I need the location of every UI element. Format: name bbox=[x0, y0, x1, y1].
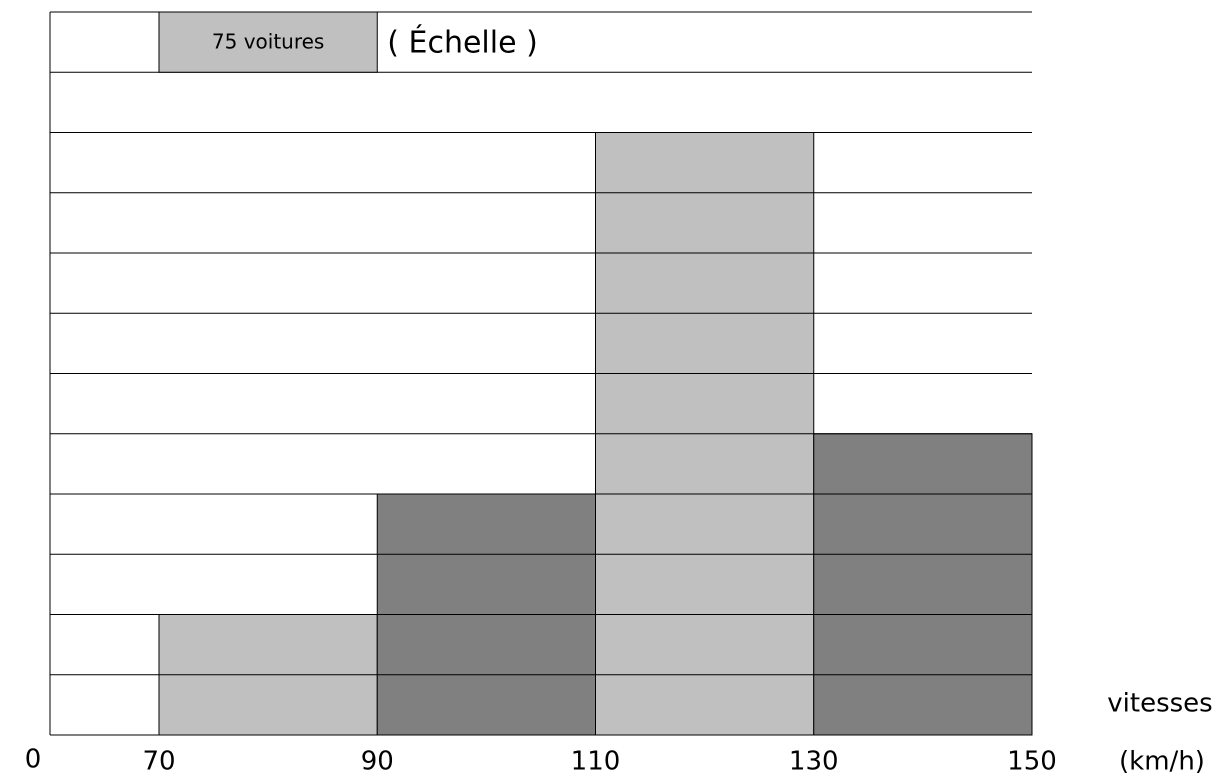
x-tick-label: 110 bbox=[571, 747, 621, 777]
x-tick-label: 150 bbox=[1007, 747, 1057, 777]
x-axis-label: vitesses bbox=[1107, 689, 1212, 719]
x-axis-unit: (km/h) bbox=[1119, 747, 1205, 777]
scale-title: ( Échelle ) bbox=[387, 25, 538, 61]
x-tick-label: 70 bbox=[142, 747, 175, 777]
scale-label: 75 voitures bbox=[212, 30, 324, 54]
scale-box bbox=[158, 11, 378, 73]
x-tick-label: 90 bbox=[361, 747, 394, 777]
bar bbox=[813, 433, 1033, 736]
origin-label: 0 bbox=[25, 745, 42, 775]
x-tick-label: 130 bbox=[789, 747, 839, 777]
